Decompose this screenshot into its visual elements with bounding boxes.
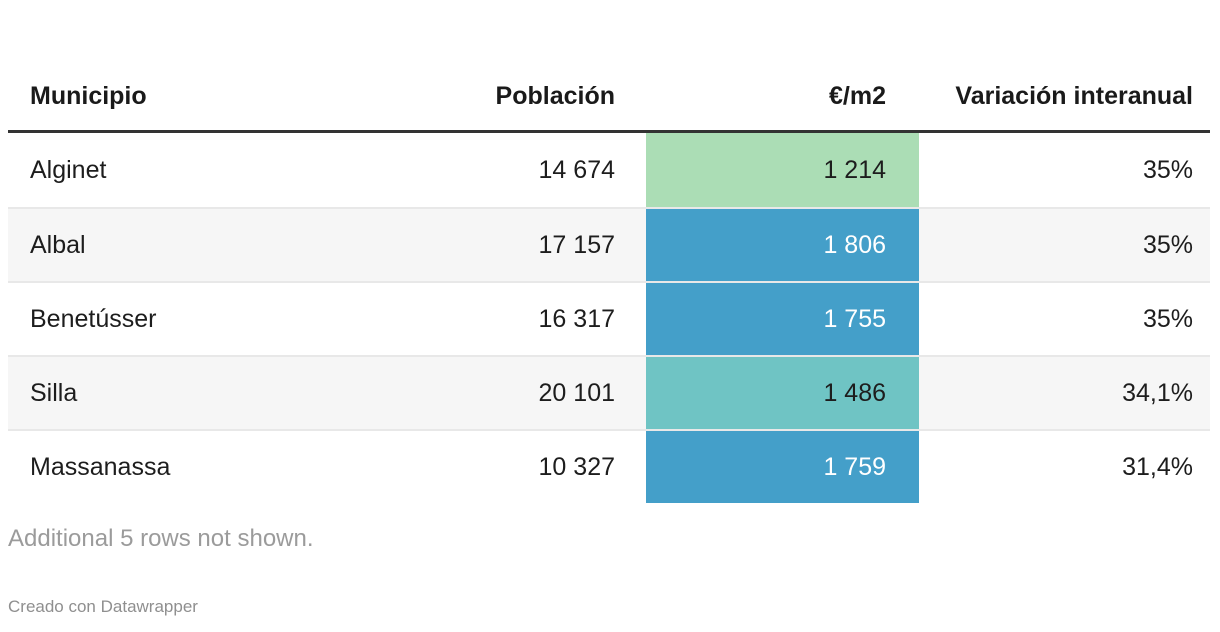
cell-poblacion: 20 101: [538, 378, 615, 407]
cell-municipio: Albal: [30, 230, 86, 259]
column-header-municipio: Municipio: [30, 82, 147, 110]
cell-poblacion: 10 327: [538, 452, 615, 481]
cell-eurm2-heatmap: 1 214: [646, 133, 919, 207]
cell-variacion: 35%: [1142, 230, 1193, 259]
rows-not-shown-note: Additional 5 rows not shown.: [8, 525, 314, 552]
table-header-row: Municipio Población €/m2 Variación inter…: [8, 0, 1210, 133]
cell-municipio: Silla: [30, 378, 78, 407]
cell-poblacion: 17 157: [538, 230, 615, 259]
cell-eurm2-heatmap: 1 755: [646, 283, 919, 355]
table-row: Albal 17 157 1 806 35%: [8, 207, 1210, 281]
cell-poblacion: 14 674: [538, 155, 615, 184]
table: Municipio Población €/m2 Variación inter…: [8, 0, 1210, 503]
cell-municipio: Alginet: [30, 155, 107, 184]
datawrapper-credit-link[interactable]: Creado con Datawrapper: [8, 597, 198, 616]
cell-eurm2-heatmap: 1 806: [646, 209, 919, 281]
cell-municipio: Benetússer: [30, 304, 157, 333]
table-row: Silla 20 101 1 486 34,1%: [8, 355, 1210, 429]
cell-variacion: 34,1%: [1122, 378, 1193, 407]
cell-variacion: 35%: [1142, 155, 1193, 184]
table-row: Massanassa 10 327 1 759 31,4%: [8, 429, 1210, 503]
table-row: Benetússer 16 317 1 755 35%: [8, 281, 1210, 355]
column-header-poblacion: Población: [495, 82, 615, 110]
cell-eurm2-heatmap: 1 759: [646, 431, 919, 503]
cell-eurm2-heatmap: 1 486: [646, 357, 919, 429]
column-header-variacion: Variación interanual: [955, 82, 1193, 110]
table-row: Alginet 14 674 1 214 35%: [8, 133, 1210, 207]
cell-variacion: 35%: [1142, 304, 1193, 333]
column-header-eurm2: €/m2: [829, 82, 886, 110]
cell-poblacion: 16 317: [538, 304, 615, 333]
cell-variacion: 31,4%: [1122, 452, 1193, 481]
cell-municipio: Massanassa: [30, 452, 171, 481]
